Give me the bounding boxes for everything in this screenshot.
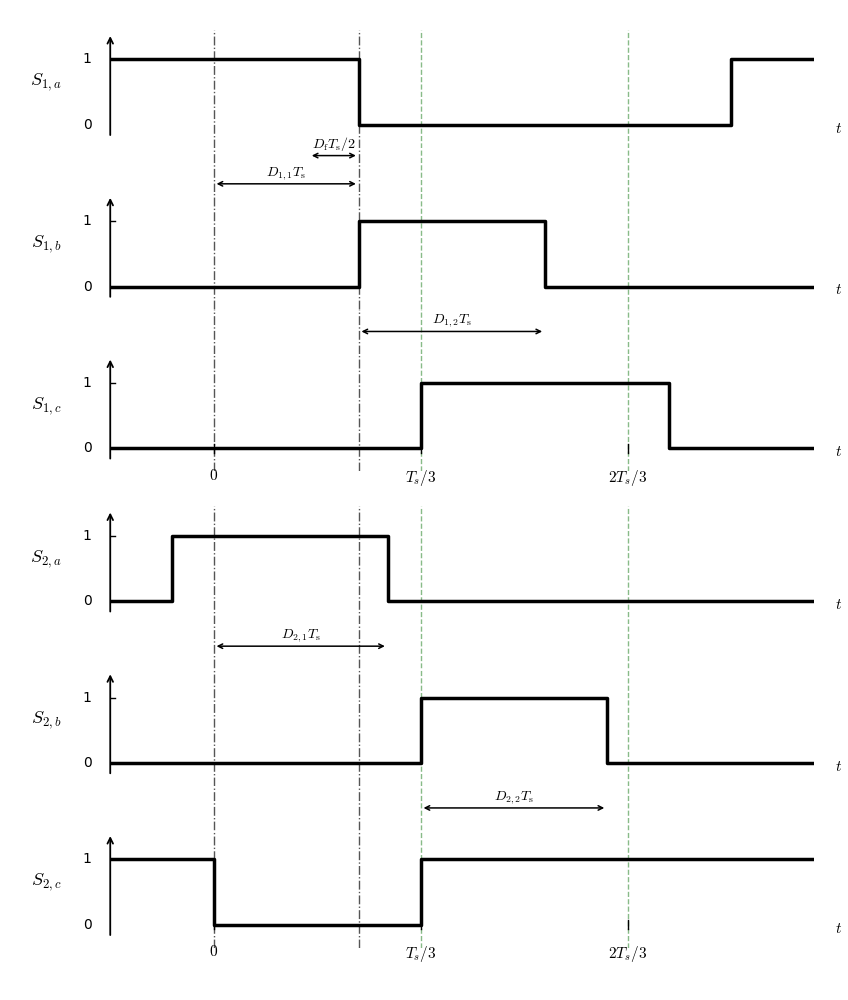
- Text: 1: 1: [83, 852, 92, 866]
- Text: $S_{1,b}$: $S_{1,b}$: [31, 233, 61, 255]
- Text: $D_{1,1}T_{\rm s}$: $D_{1,1}T_{\rm s}$: [266, 165, 306, 182]
- Text: 0: 0: [83, 118, 92, 132]
- Text: 0: 0: [83, 756, 92, 770]
- Text: $D_{\rm f}T_{\rm s}/2$: $D_{\rm f}T_{\rm s}/2$: [312, 135, 355, 153]
- Text: $t$: $t$: [834, 759, 842, 774]
- Text: $t$: $t$: [834, 597, 842, 612]
- Text: $0$: $0$: [209, 468, 218, 483]
- Text: $D_{2,2}T_{\rm s}$: $D_{2,2}T_{\rm s}$: [494, 789, 534, 806]
- Text: 0: 0: [83, 918, 92, 932]
- Text: 1: 1: [83, 529, 92, 543]
- Text: $D_{2,1}T_{\rm s}$: $D_{2,1}T_{\rm s}$: [281, 627, 321, 644]
- Text: $S_{1,a}$: $S_{1,a}$: [31, 72, 62, 93]
- Text: 0: 0: [83, 441, 92, 455]
- Text: 0: 0: [83, 280, 92, 294]
- Text: $D_{1,2}T_{\rm s}$: $D_{1,2}T_{\rm s}$: [432, 313, 471, 329]
- Text: $2T_s/3$: $2T_s/3$: [608, 944, 647, 964]
- Text: $t$: $t$: [834, 121, 842, 136]
- Text: $S_{2,c}$: $S_{2,c}$: [31, 872, 61, 893]
- Text: $t$: $t$: [834, 282, 842, 297]
- Text: $t$: $t$: [834, 921, 842, 936]
- Text: $t$: $t$: [834, 444, 842, 459]
- Text: 1: 1: [83, 376, 92, 390]
- Text: 1: 1: [83, 52, 92, 66]
- Text: $S_{1,c}$: $S_{1,c}$: [31, 395, 61, 417]
- Text: 0: 0: [83, 594, 92, 608]
- Text: 1: 1: [83, 214, 92, 228]
- Text: $T_s/3$: $T_s/3$: [405, 468, 437, 488]
- Text: $0$: $0$: [209, 944, 218, 959]
- Text: $S_{2,a}$: $S_{2,a}$: [31, 548, 62, 570]
- Text: $2T_s/3$: $2T_s/3$: [608, 468, 647, 488]
- Text: $T_s/3$: $T_s/3$: [405, 944, 437, 964]
- Text: 1: 1: [83, 691, 92, 705]
- Text: $S_{2,b}$: $S_{2,b}$: [31, 710, 61, 731]
